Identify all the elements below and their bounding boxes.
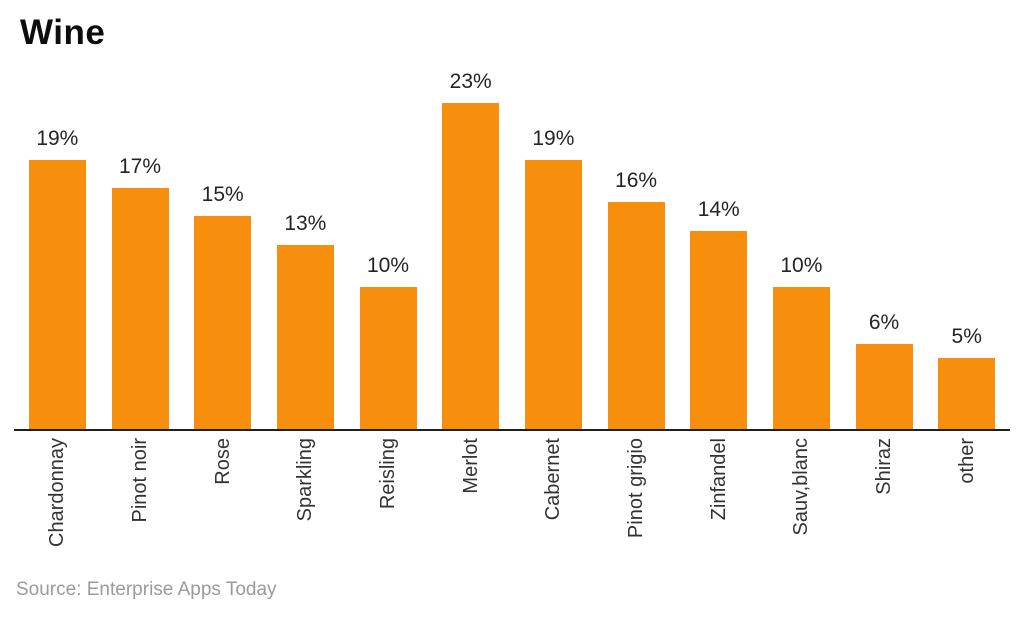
- bar-column: 19%: [512, 0, 595, 429]
- x-axis-label: Pinot grigio: [625, 438, 648, 539]
- x-label-cell: Zinfandel: [677, 438, 760, 588]
- x-axis-label: Reisling: [377, 438, 400, 510]
- bar-pinot-grigio: [607, 202, 665, 429]
- bar-other: [938, 358, 996, 429]
- x-axis-label: Shiraz: [873, 438, 896, 495]
- bar-sauv-blanc: [772, 287, 830, 429]
- bar-column: 13%: [264, 0, 347, 429]
- x-axis-label: other: [955, 438, 978, 484]
- x-axis-label: Pinot noir: [129, 438, 151, 523]
- x-label-cell: Cabernet: [512, 438, 595, 588]
- bar-column: 10%: [760, 0, 843, 429]
- x-axis-label: Rose: [211, 438, 234, 485]
- x-axis-label: Merlot: [459, 438, 482, 494]
- bar-value-label: 10%: [780, 254, 823, 277]
- bar-reisling: [359, 287, 417, 429]
- bar-value-label: 15%: [201, 183, 244, 206]
- x-label-cell: Pinot grigio: [595, 438, 678, 588]
- bar-value-label: 13%: [284, 212, 327, 235]
- bar-column: 6%: [843, 0, 926, 429]
- bar-column: 14%: [677, 0, 760, 429]
- bar-cabernet: [524, 160, 582, 429]
- bar-value-label: 6%: [868, 311, 900, 334]
- x-label-cell: Rose: [181, 438, 264, 588]
- x-label-cell: Merlot: [429, 438, 512, 588]
- x-axis-label: Chardonnay: [46, 438, 69, 547]
- bar-sparkling: [276, 245, 334, 429]
- bar-column: 17%: [99, 0, 182, 429]
- bar-chardonnay: [28, 160, 86, 429]
- bar-column: 5%: [925, 0, 1008, 429]
- bar-value-label: 23%: [449, 70, 492, 93]
- x-axis-line: [14, 429, 1010, 431]
- x-axis-label: Sauv,blanc: [790, 438, 813, 536]
- x-label-cell: Reisling: [347, 438, 430, 588]
- bar-value-label: 16%: [615, 169, 658, 192]
- bar-chart-plot-area: 19% 17% 15% 13% 10% 23% 19% 16% 14% 10% …: [16, 0, 1008, 429]
- bar-column: 16%: [595, 0, 678, 429]
- x-label-cell: Sauv,blanc: [760, 438, 843, 588]
- bar-column: 19%: [16, 0, 99, 429]
- x-axis-label: Sparkling: [294, 438, 317, 522]
- bar-value-label: 19%: [36, 127, 79, 150]
- bar-column: 15%: [181, 0, 264, 429]
- bar-value-label: 10%: [367, 254, 410, 277]
- bar-value-label: 17%: [118, 155, 162, 178]
- bar-pinot-noir: [111, 188, 169, 429]
- x-label-cell: other: [925, 438, 1008, 588]
- bar-value-label: 5%: [951, 325, 982, 348]
- bar-merlot: [442, 103, 500, 429]
- bar-zinfandel: [690, 231, 748, 429]
- bar-rose: [194, 216, 252, 429]
- x-axis-label: Zinfandel: [707, 438, 730, 521]
- x-axis-label: Cabernet: [542, 438, 565, 521]
- bar-value-label: 14%: [697, 198, 740, 221]
- x-label-cell: Pinot noir: [99, 438, 182, 588]
- source-attribution: Source: Enterprise Apps Today: [16, 579, 277, 600]
- x-axis-labels: Chardonnay Pinot noir Rose Sparkling Rei…: [16, 438, 1008, 588]
- x-label-cell: Chardonnay: [16, 438, 99, 588]
- x-label-cell: Shiraz: [843, 438, 926, 588]
- bar-column: 23%: [429, 0, 512, 429]
- bar-column: 10%: [347, 0, 430, 429]
- chart-title: Wine: [20, 13, 106, 52]
- bar-shiraz: [855, 344, 913, 429]
- bar-value-label: 19%: [532, 127, 575, 150]
- x-label-cell: Sparkling: [264, 438, 347, 588]
